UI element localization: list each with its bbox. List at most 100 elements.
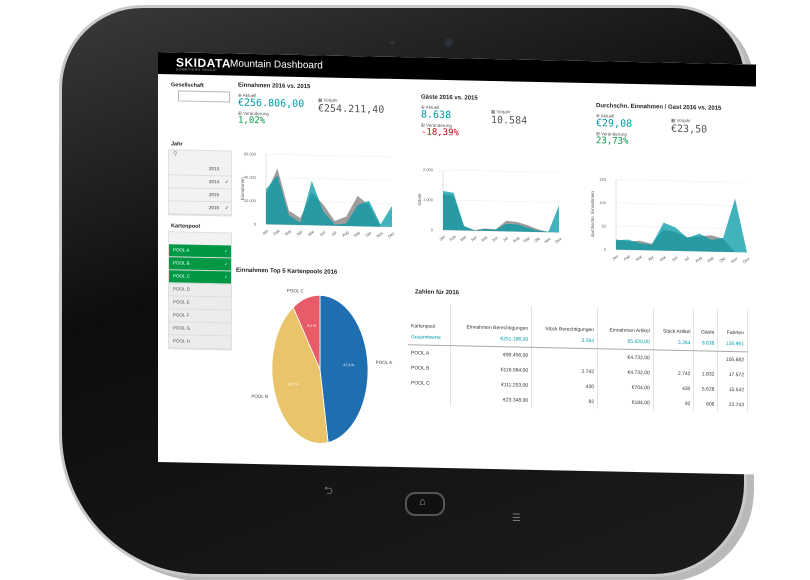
jahr-label: Jahr: [171, 141, 183, 148]
x-tick-label: Mai: [480, 235, 488, 243]
x-tick-label: Sep: [522, 235, 531, 244]
kartenpool-label: POOL A: [173, 247, 190, 253]
home-button[interactable]: ⌂: [405, 492, 445, 516]
einnahmen-area-chart: 0 20.000 40.000 60.000 Einnahmen Jan Feb Mar Apr…: [240, 151, 396, 239]
pie-slice[interactable]: [319, 294, 369, 444]
checkmark-icon: ✓: [224, 205, 229, 212]
gridline: [616, 202, 747, 206]
kpi-einnahmen-title: Einnahmen 2016 vs. 2015: [238, 82, 311, 91]
x-tick-label: Jun: [491, 235, 499, 243]
pie-category-label: POOL C: [287, 288, 305, 293]
kartenpool-item[interactable]: POOL C ✓: [169, 270, 231, 285]
y-tick-label: 1.000: [423, 197, 434, 202]
area-series-1: [616, 198, 747, 253]
column-header[interactable]: Fahrten: [717, 309, 748, 337]
y-tick-label: 60.000: [244, 151, 257, 156]
home-icon: ⌂: [419, 496, 426, 508]
x-tick-label: Jun: [318, 229, 326, 237]
y-axis-label: durchschn. Einnahmen: [590, 191, 595, 238]
kartenpool-item[interactable]: POOL D: [169, 283, 231, 298]
column-header[interactable]: Einnahmen Artikel: [597, 307, 654, 335]
table-cell: €4.732,00: [597, 364, 654, 381]
table-cell: 17.572: [717, 366, 748, 383]
table-title: Zahlen für 2016: [415, 289, 460, 297]
year-item[interactable]: 2016 ✓: [169, 201, 231, 216]
kartenpool-item[interactable]: POOL B ✓: [169, 257, 231, 272]
x-tick-label: Feb: [448, 233, 457, 242]
x-tick-label: Jan: [611, 253, 619, 261]
vorjahr-label: Vorjahr: [323, 97, 338, 103]
menu-button[interactable]: ☰: [512, 513, 521, 524]
kartenpool-item[interactable]: POOL A ✓: [169, 244, 231, 259]
checkmark-icon: ✓: [224, 179, 229, 186]
vorjahr-label: Vorjahr: [496, 109, 511, 115]
vorjahr-value: €254.211,40: [318, 103, 385, 116]
kartenpool-label: POOL G: [173, 325, 191, 331]
kartenpool-listbox: POOL A ✓ POOL B ✓ POOL C ✓ POOL D POOL E POOL F P…: [168, 231, 232, 351]
table-cell: 606: [693, 396, 718, 412]
year-item[interactable]: 2015: [169, 188, 231, 203]
kartenpool-label: Kartenpool: [171, 223, 201, 230]
x-tick-label: Mai: [307, 229, 315, 237]
x-tick-label: Dez: [742, 256, 751, 264]
x-tick-label: Okt: [533, 235, 542, 243]
x-tick-label: Sep: [706, 255, 715, 264]
kartenpool-label: POOL C: [173, 273, 190, 279]
gridline: [266, 200, 392, 204]
back-button[interactable]: ⮌: [324, 482, 333, 501]
pie-category-label: POOL B: [251, 394, 268, 399]
year-item[interactable]: 2013: [169, 162, 231, 177]
kartenpool-item[interactable]: POOL H: [169, 335, 231, 350]
kartenpool-label: POOL B: [173, 260, 190, 266]
gridline: [266, 154, 392, 158]
vorjahr-value: 10.584: [491, 114, 528, 127]
pie-title: Einnahmen Top 5 Kartenpools 2016: [236, 267, 338, 276]
logo-subtitle: SOMETHING GROUP: [176, 67, 218, 73]
x-tick-label: Sep: [352, 229, 361, 238]
column-header[interactable]: Einnahmen Berechtigungen: [450, 304, 532, 332]
kartenpool-item[interactable]: POOL G: [169, 322, 231, 337]
column-header[interactable]: Stück Artikel: [653, 308, 694, 336]
kartenpool-item[interactable]: POOL F: [169, 309, 231, 324]
y-tick-label: 20.000: [244, 198, 257, 203]
back-icon: ⮌: [324, 485, 333, 497]
x-tick-label: Aug: [341, 230, 350, 238]
aktuell-value: 8.638: [421, 109, 452, 122]
aktuell-value: €29,08: [596, 118, 633, 130]
x-tick-label: Jul: [683, 255, 690, 262]
gridline: [443, 199, 559, 203]
table-cell: 15.542: [717, 381, 748, 398]
pie-slice[interactable]: [292, 294, 321, 370]
table-cell: 105.682: [717, 351, 748, 368]
y-tick-label: 100: [599, 200, 606, 205]
table-cell: €111.253,00: [450, 376, 532, 393]
speaker-grille: [389, 41, 395, 44]
y-tick-label: 0: [604, 247, 607, 252]
x-tick-label: Dez: [387, 231, 396, 239]
x-tick-label: Feb: [623, 253, 632, 262]
column-header[interactable]: Kartenpool: [408, 303, 451, 331]
zahlen-table: Kartenpool Einnahmen Berechtigungen Stück …: [408, 303, 748, 413]
y-tick-label: 50: [602, 223, 607, 228]
kpi-durchschnitt-panel: Durchschn. Einnahmen / Gast 2016 vs. 201…: [596, 103, 756, 152]
table-cell: [653, 349, 694, 367]
table-cell: 22.743: [717, 396, 748, 413]
aktuell-value: €256.806,00: [238, 97, 305, 111]
x-tick-label: Feb: [272, 228, 281, 237]
table-cell: [693, 350, 718, 367]
kartenpool-item[interactable]: POOL E: [169, 296, 231, 311]
table-cell: €5.620,00: [597, 333, 654, 350]
column-header[interactable]: Stück Berechtigungen: [531, 305, 598, 334]
table-cell: POOL A: [408, 344, 451, 362]
y-tick-label: 2.000: [423, 167, 434, 172]
y-axis-label: Gäste: [417, 193, 422, 206]
year-label: 2015: [208, 192, 219, 198]
column-header[interactable]: Gäste: [693, 309, 718, 336]
pie-slice[interactable]: [271, 306, 329, 444]
gridline: [616, 226, 747, 230]
table-cell: €251.186,00: [450, 330, 532, 348]
x-tick-label: Jul: [330, 230, 337, 237]
year-item[interactable]: 2014 ✓: [169, 175, 231, 190]
vorjahr-icon: ▦: [318, 97, 323, 103]
kartenpool-label: POOL D: [173, 286, 190, 292]
